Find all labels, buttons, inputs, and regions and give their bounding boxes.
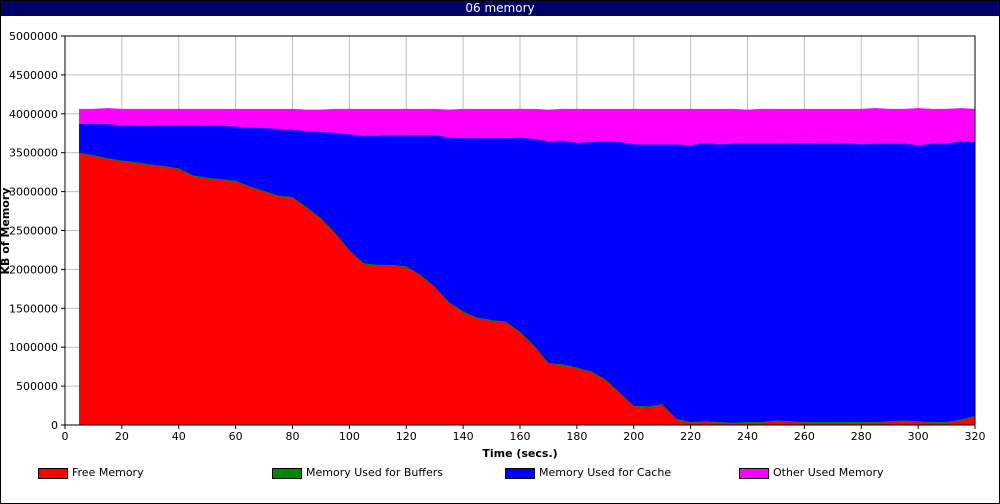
y-tick-label: 500000 (16, 380, 58, 393)
x-axis-ticks: 0 20 40 60 80 100 120 140 160 180 200 220 240 260 280 3… (62, 425, 986, 443)
legend-swatch-free-memory (38, 468, 68, 479)
y-tick-label: 4000000 (9, 108, 58, 121)
y-tick-label: 3500000 (9, 147, 58, 160)
x-tick-label: 180 (566, 430, 587, 443)
legend-swatch-other (739, 468, 769, 479)
x-tick-label: 100 (339, 430, 360, 443)
y-tick-label: 2500000 (9, 225, 58, 238)
y-axis-ticks: 0 500000 1000000 1500000 2000000 2500000 30000… (9, 30, 65, 432)
x-tick-label: 220 (680, 430, 701, 443)
stacked-areas (78, 108, 976, 426)
x-tick-label: 140 (453, 430, 474, 443)
x-tick-label: 40 (172, 430, 186, 443)
x-tick-label: 60 (229, 430, 243, 443)
x-tick-label: 160 (510, 430, 531, 443)
x-axis-label: Time (secs.) (482, 447, 557, 460)
legend-label-other: Other Used Memory (773, 466, 884, 479)
y-tick-label: 2000000 (9, 263, 58, 276)
x-tick-label: 280 (851, 430, 872, 443)
x-tick-label: 200 (623, 430, 644, 443)
chart-title: 06 memory (1, 1, 999, 16)
y-axis-label: KB of Memory (0, 188, 12, 275)
y-tick-label: 5000000 (9, 30, 58, 43)
legend-label-free-memory: Free Memory (72, 466, 144, 479)
y-tick-label: 3000000 (9, 186, 58, 199)
x-tick-label: 300 (908, 430, 929, 443)
x-tick-label: 0 (62, 430, 69, 443)
y-tick-label: 0 (51, 419, 58, 432)
y-tick-label: 1500000 (9, 302, 58, 315)
legend-swatch-cache (505, 468, 535, 479)
y-tick-label: 1000000 (9, 341, 58, 354)
y-tick-label: 4500000 (9, 69, 58, 82)
legend-label-cache: Memory Used for Cache (539, 466, 672, 479)
x-tick-label: 320 (965, 430, 986, 443)
x-tick-label: 260 (794, 430, 815, 443)
legend-swatch-buffers (272, 468, 302, 479)
x-tick-label: 20 (115, 430, 129, 443)
x-tick-label: 80 (286, 430, 300, 443)
x-tick-label: 240 (737, 430, 758, 443)
legend-label-buffers: Memory Used for Buffers (306, 466, 444, 479)
x-tick-label: 120 (396, 430, 417, 443)
